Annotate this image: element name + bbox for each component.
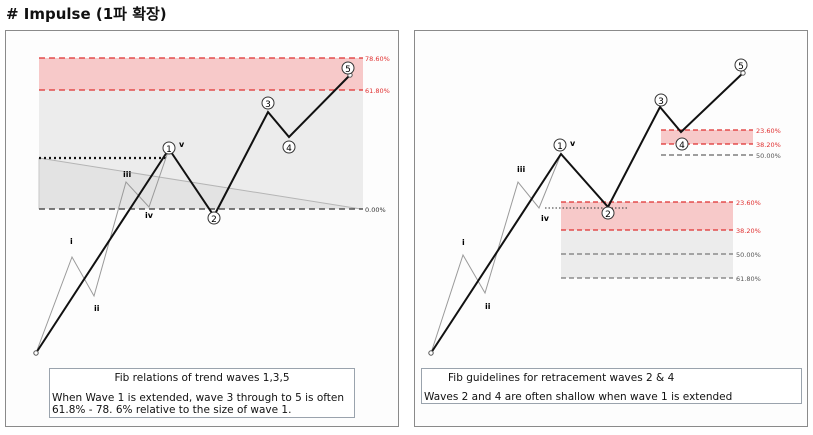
sub-wave-label-ii: ii [94, 304, 100, 313]
lower-fib-label-50: 50.00% [736, 251, 761, 259]
sub-wave-label-v: v [570, 139, 576, 148]
wave-marker-3: 3 [654, 93, 668, 107]
fib-label-61-8: 61.80% [365, 87, 390, 95]
trend-guide-line [38, 157, 362, 210]
wave2-retracement-zone [561, 202, 733, 230]
wave-marker-5: 5 [734, 58, 748, 72]
wave-marker-5-label: 5 [345, 65, 351, 75]
wave-marker-4-label: 4 [286, 144, 292, 154]
right-diagram-canvas: 23.60% 38.20% 50.00% 23.60% 38.20% 50.00… [428, 58, 781, 356]
sub-wave-label-iv: iv [145, 211, 154, 220]
sub-wave-label-iii: iii [123, 170, 131, 179]
wave-marker-3-label: 3 [265, 100, 271, 110]
wave-marker-5: 5 [341, 61, 355, 75]
sub-wave-label-ii: ii [485, 302, 491, 311]
lower-fib-label-23-6: 23.60% [736, 199, 761, 207]
left-diagram-canvas: 78.60% 61.80% 0.00% i ii iii iv v 1 2 3 [33, 55, 390, 356]
wave-marker-2-label: 2 [605, 210, 611, 220]
sub-wave-path [430, 153, 562, 354]
wave-origin-point [428, 350, 434, 356]
right-caption-box: Fib guidelines for retracement waves 2 &… [421, 368, 802, 404]
impulse-wave-path [430, 72, 744, 354]
wave-marker-1-label: 1 [166, 145, 172, 155]
right-caption-body: Waves 2 and 4 are often shallow when wav… [424, 391, 733, 403]
wave-origin-point [33, 350, 39, 356]
fib-label-78-6: 78.60% [365, 55, 390, 63]
wave-marker-5-label: 5 [738, 62, 744, 72]
sub-wave-label-iv: iv [541, 214, 550, 223]
lower-fib-label-61-8: 61.80% [736, 275, 761, 283]
sub-wave-label-i: i [70, 237, 73, 246]
wave-marker-2: 2 [207, 211, 221, 225]
wave4-retracement-zone [661, 130, 753, 144]
right-diagram-panel: 23.60% 38.20% 50.00% 23.60% 38.20% 50.00… [414, 30, 808, 427]
left-caption-title: Fib relations of trend waves 1,3,5 [114, 372, 290, 384]
wave-marker-4-label: 4 [679, 141, 685, 151]
fib-target-zone [39, 58, 363, 90]
page-title: # Impulse (1파 확장) [6, 5, 167, 23]
lower-fib-label-38-2: 38.20% [736, 227, 761, 235]
wave-marker-3: 3 [261, 96, 275, 110]
upper-fib-label-50: 50.00% [756, 152, 781, 160]
fib-label-0: 0.00% [365, 206, 386, 214]
wave-marker-4: 4 [282, 140, 296, 154]
sub-wave-label-i: i [462, 238, 465, 247]
wave-marker-4: 4 [675, 137, 689, 151]
wave-marker-2-label: 2 [211, 215, 217, 225]
impulse-wave-path [35, 74, 351, 354]
wave-marker-1-label: 1 [557, 142, 563, 152]
left-diagram-panel: 78.60% 61.80% 0.00% i ii iii iv v 1 2 3 [5, 30, 399, 427]
left-caption-body: When Wave 1 is extended, wave 3 through … [52, 392, 345, 416]
wave-marker-2: 2 [601, 206, 615, 220]
sub-wave-label-v: v [179, 140, 185, 149]
wave-marker-1: 1 [162, 141, 176, 155]
upper-fib-label-23-6: 23.60% [756, 127, 781, 135]
sub-wave-label-iii: iii [517, 165, 525, 174]
wave-marker-3-label: 3 [658, 97, 664, 107]
right-caption-title: Fib guidelines for retracement waves 2 &… [448, 372, 675, 384]
upper-fib-label-38-2: 38.20% [756, 141, 781, 149]
wave-marker-1: 1 [553, 138, 567, 152]
left-caption-box: Fib relations of trend waves 1,3,5 When … [49, 368, 355, 418]
